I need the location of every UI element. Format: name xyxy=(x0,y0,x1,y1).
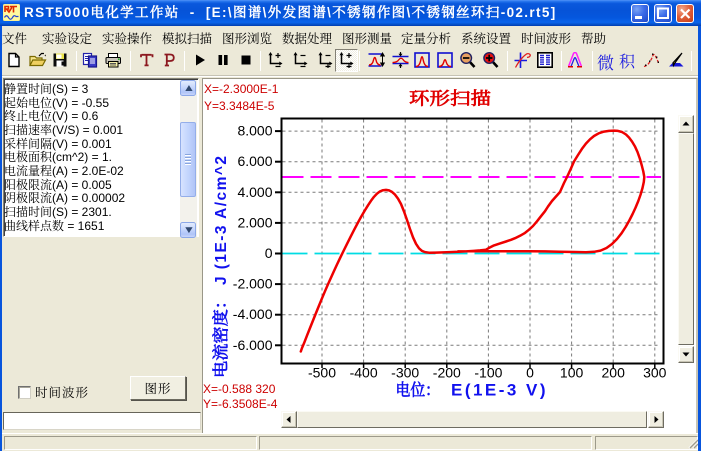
svg-text:2.000: 2.000 xyxy=(237,214,272,230)
svg-text:0: 0 xyxy=(526,365,534,381)
svg-text:电流密度：: 电流密度： xyxy=(208,292,231,378)
svg-text:-200: -200 xyxy=(433,365,461,381)
svg-text:4.000: 4.000 xyxy=(237,184,272,200)
svg-text:300: 300 xyxy=(643,365,667,381)
svg-text:6.000: 6.000 xyxy=(237,153,272,169)
svg-text:-500: -500 xyxy=(308,365,336,381)
svg-text:0: 0 xyxy=(265,245,273,261)
svg-text:-2.000: -2.000 xyxy=(233,276,273,292)
svg-text:-400: -400 xyxy=(350,365,378,381)
svg-text:电位：: 电位： xyxy=(396,377,441,401)
svg-text:E(1E-3 V): E(1E-3 V) xyxy=(451,381,546,400)
svg-text:200: 200 xyxy=(602,365,626,381)
svg-text:8.000: 8.000 xyxy=(237,123,272,139)
svg-text:-300: -300 xyxy=(391,365,419,381)
svg-text:100: 100 xyxy=(560,365,584,381)
svg-text:-4.000: -4.000 xyxy=(233,306,273,322)
svg-text:-100: -100 xyxy=(474,365,502,381)
svg-text:-6.000: -6.000 xyxy=(233,337,273,353)
svg-text:环形扫描: 环形扫描 xyxy=(409,86,492,111)
svg-text:J (1E-3 A/cm^2: J (1E-3 A/cm^2 xyxy=(213,156,230,285)
